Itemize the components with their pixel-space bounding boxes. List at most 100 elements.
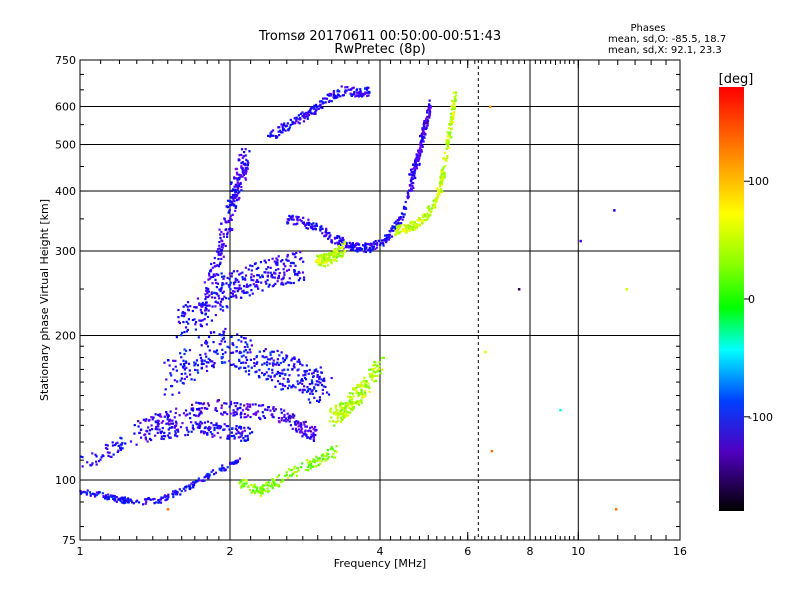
trace-point [286, 378, 290, 381]
trace-point [190, 482, 193, 485]
trace-point [295, 215, 298, 218]
trace-point [167, 495, 170, 499]
trace-point [259, 276, 262, 279]
trace-point [93, 493, 96, 496]
trace-point [205, 304, 208, 307]
trace-point [207, 477, 210, 480]
trace-point [205, 286, 208, 290]
trace-point [420, 132, 424, 135]
trace-point [311, 381, 314, 384]
trace-point [224, 351, 227, 354]
trace-point [295, 420, 298, 423]
trace-point [299, 362, 302, 365]
trace-point [271, 364, 275, 367]
trace-point [270, 275, 273, 278]
trace-point [221, 464, 224, 467]
trace-point [84, 491, 87, 494]
trace-point [185, 485, 188, 488]
trace-point [119, 498, 122, 501]
trace-point [168, 426, 172, 429]
trace-point [107, 454, 110, 457]
trace-point [435, 199, 438, 202]
trace-point [292, 262, 295, 265]
trace-point [297, 469, 300, 472]
trace-point [373, 363, 376, 367]
trace-point [213, 434, 216, 437]
trace-point [250, 344, 253, 347]
trace-point [319, 226, 322, 229]
trace-point [172, 495, 175, 499]
trace-point [265, 268, 268, 271]
trace-point [190, 421, 193, 424]
trace-point [411, 184, 414, 188]
trace-point [439, 185, 442, 188]
trace-point [142, 503, 145, 506]
trace-point [321, 100, 324, 104]
trace-point [198, 319, 201, 322]
trace-point [186, 433, 189, 436]
trace-point [235, 350, 238, 353]
trace-point [320, 259, 324, 263]
trace-point [171, 426, 174, 429]
trace-point [359, 90, 362, 93]
trace-point [241, 175, 244, 178]
trace-point [216, 293, 219, 296]
trace-point [341, 414, 344, 417]
trace-point [241, 278, 245, 281]
trace-point [312, 371, 315, 374]
trace-point [124, 498, 127, 501]
trace-point [328, 420, 332, 423]
trace-point [418, 156, 421, 159]
trace-point [215, 272, 218, 276]
trace-point [363, 376, 366, 379]
trace-point [418, 223, 421, 226]
trace-point [290, 386, 293, 389]
trace-point [366, 94, 369, 98]
trace-point [337, 244, 340, 248]
trace-point [189, 416, 192, 420]
trace-point [186, 328, 189, 332]
trace-point [267, 484, 270, 487]
trace-point [302, 388, 305, 392]
trace-point [447, 138, 450, 142]
trace-point [423, 119, 426, 123]
trace-point [361, 93, 364, 96]
trace-point [352, 407, 355, 410]
trace-point [209, 431, 212, 434]
trace-point [420, 141, 423, 144]
trace-point [325, 259, 328, 263]
trace-point [292, 281, 295, 285]
trace-point [342, 252, 345, 256]
trace-point [416, 156, 420, 159]
trace-point [346, 410, 349, 414]
trace-point [249, 405, 252, 408]
trace-point [157, 419, 160, 423]
trace-point [143, 498, 147, 501]
trace-point [213, 265, 217, 268]
trace-point [303, 376, 307, 380]
trace-point [193, 414, 196, 417]
trace-point [380, 239, 384, 242]
trace-point [236, 408, 239, 411]
trace-point [326, 449, 329, 452]
trace-point [326, 264, 330, 267]
trace-point [261, 274, 264, 277]
trace-point [357, 385, 360, 388]
trace-point [419, 146, 422, 149]
trace-point [328, 255, 331, 259]
trace-point [427, 205, 430, 208]
trace-point [211, 305, 214, 308]
trace-point [126, 501, 130, 504]
trace-point [287, 468, 291, 471]
trace-point [183, 352, 186, 356]
trace-point [203, 359, 206, 362]
trace-point [444, 158, 447, 161]
trace-point [223, 423, 226, 426]
trace-point [330, 251, 333, 254]
trace-point [384, 234, 387, 237]
trace-point [355, 244, 358, 247]
trace-point [401, 229, 404, 233]
trace-point [338, 403, 342, 406]
trace-point [200, 362, 203, 366]
trace-point [230, 351, 233, 355]
